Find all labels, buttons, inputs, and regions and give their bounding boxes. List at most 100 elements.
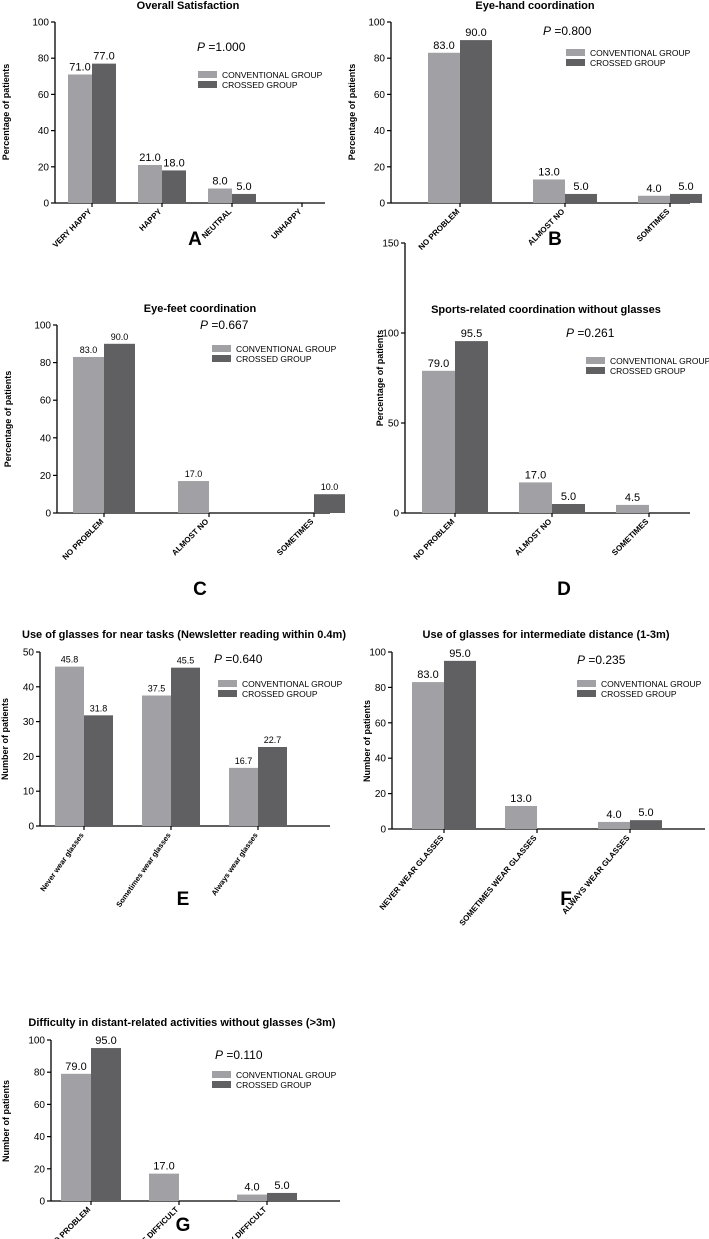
data-label: 5.0 — [236, 181, 251, 193]
data-label: 17.0 — [525, 469, 546, 481]
chart-title: Overall Satisfaction — [137, 0, 240, 12]
legend-swatch — [198, 71, 217, 78]
legend-swatch — [577, 690, 596, 697]
chart-panel-f: Use of glasses for intermediate distance… — [362, 629, 705, 927]
legend-label: CONVENTIONAL GROUP — [236, 1070, 337, 1080]
x-tick-label: NO PROBLEM — [412, 517, 457, 562]
data-label: 83.0 — [433, 40, 454, 52]
y-tick-label: 40 — [375, 754, 387, 765]
legend-swatch — [586, 357, 605, 364]
y-tick-label: 100 — [28, 1036, 45, 1047]
y-axis-label: Number of patients — [362, 700, 372, 782]
data-label: 45.8 — [61, 655, 79, 665]
bar — [84, 715, 113, 826]
data-label: 95.0 — [449, 648, 470, 660]
y-tick-label: 20 — [38, 162, 50, 173]
panel-letter: E — [177, 889, 190, 910]
bar — [73, 356, 104, 513]
bar — [505, 805, 537, 829]
y-tick-label: 80 — [40, 358, 52, 369]
y-tick-label: 60 — [38, 90, 50, 101]
legend-swatch — [586, 367, 605, 374]
bar — [142, 695, 171, 826]
y-tick-label: 50 — [388, 419, 400, 430]
bar — [237, 1194, 267, 1201]
legend-swatch — [566, 59, 585, 66]
y-tick-label: 30 — [23, 717, 35, 728]
data-label: 18.0 — [163, 157, 184, 169]
data-label: 95.5 — [461, 328, 482, 340]
bar — [598, 821, 630, 829]
y-tick-label: 10 — [23, 787, 35, 798]
y-tick-label: 0 — [45, 509, 51, 520]
y-tick-label: 60 — [34, 1100, 46, 1111]
data-label: 22.7 — [264, 735, 282, 745]
panel-letter: F — [560, 889, 572, 910]
y-tick-label: 100 — [368, 18, 385, 29]
y-tick-label: 0 — [39, 1197, 45, 1208]
data-label: 13.0 — [510, 793, 531, 805]
legend-swatch — [577, 680, 596, 687]
x-tick-label: Sometimes wear glasses — [114, 831, 172, 909]
y-tick-label: 100 — [382, 329, 399, 340]
x-tick-label: ALMOST NO — [170, 517, 210, 557]
bar — [104, 343, 135, 513]
x-tick-label: SOMETIMES — [275, 517, 316, 558]
bar — [178, 481, 209, 513]
x-tick-label: NO PROBLEM — [61, 517, 106, 562]
y-tick-label: 50 — [23, 648, 35, 659]
panel-letter: C — [193, 579, 207, 600]
y-tick-label: 0 — [379, 199, 385, 210]
legend-swatch — [218, 680, 237, 687]
bar — [638, 195, 670, 203]
bar — [61, 1073, 91, 1201]
bar — [149, 1173, 179, 1201]
y-tick-label: 40 — [374, 126, 386, 137]
y-axis-label: Percentage of patients — [375, 330, 385, 427]
y-axis-label: Percentage of patients — [1, 64, 11, 161]
legend-swatch — [198, 81, 217, 88]
y-tick-label: 60 — [40, 396, 52, 407]
x-tick-label: NO PROBLEM — [417, 207, 462, 252]
p-value: P =1.000 — [197, 40, 246, 54]
data-label: 5.0 — [573, 181, 588, 193]
bar — [422, 370, 455, 513]
data-label: 4.0 — [244, 1182, 259, 1194]
legend-label: CONVENTIONAL GROUP — [236, 344, 337, 354]
p-value: P =0.800 — [543, 24, 592, 38]
bar — [232, 193, 256, 203]
bar — [552, 504, 585, 513]
legend-swatch — [212, 1071, 231, 1078]
legend-swatch — [212, 355, 231, 362]
chart-title: Eye-feet coordination — [144, 303, 257, 315]
p-value: P =0.235 — [577, 653, 626, 667]
chart-panel-d: Sports-related coordination without glas… — [375, 239, 709, 601]
legend-label: CONVENTIONAL GROUP — [590, 48, 691, 58]
x-tick-label: SOMETIMES WEAR GLASSES — [458, 833, 539, 927]
legend-label: CROSSED GROUP — [236, 354, 312, 364]
data-label: 4.0 — [646, 183, 661, 195]
p-value: P =0.110 — [215, 1048, 263, 1062]
data-label: 17.0 — [153, 1161, 174, 1173]
bar — [519, 482, 552, 513]
data-label: 71.0 — [69, 61, 90, 73]
x-tick-label: UNHAPPY — [269, 207, 303, 241]
bar — [428, 52, 460, 203]
data-label: 5.0 — [678, 181, 693, 193]
legend-swatch — [212, 1081, 231, 1088]
bar — [91, 1048, 121, 1201]
chart-title: Difficulty in distant-related activities… — [28, 1017, 335, 1029]
y-tick-label: 40 — [34, 1132, 46, 1143]
data-label: 37.5 — [148, 684, 166, 694]
legend-label: CONVENTIONAL GROUP — [610, 356, 709, 366]
data-label: 77.0 — [93, 51, 114, 63]
data-label: 79.0 — [428, 358, 449, 370]
p-value: P =0.667 — [200, 318, 249, 332]
y-tick-label: 100 — [32, 18, 49, 29]
y-tick-label: 150 — [382, 239, 399, 250]
legend-label: CROSSED GROUP — [590, 58, 666, 68]
y-axis-label: Number of patients — [1, 1080, 11, 1162]
x-tick-label: LITTLE DIFFICULT — [125, 1205, 181, 1239]
bar — [171, 667, 200, 826]
